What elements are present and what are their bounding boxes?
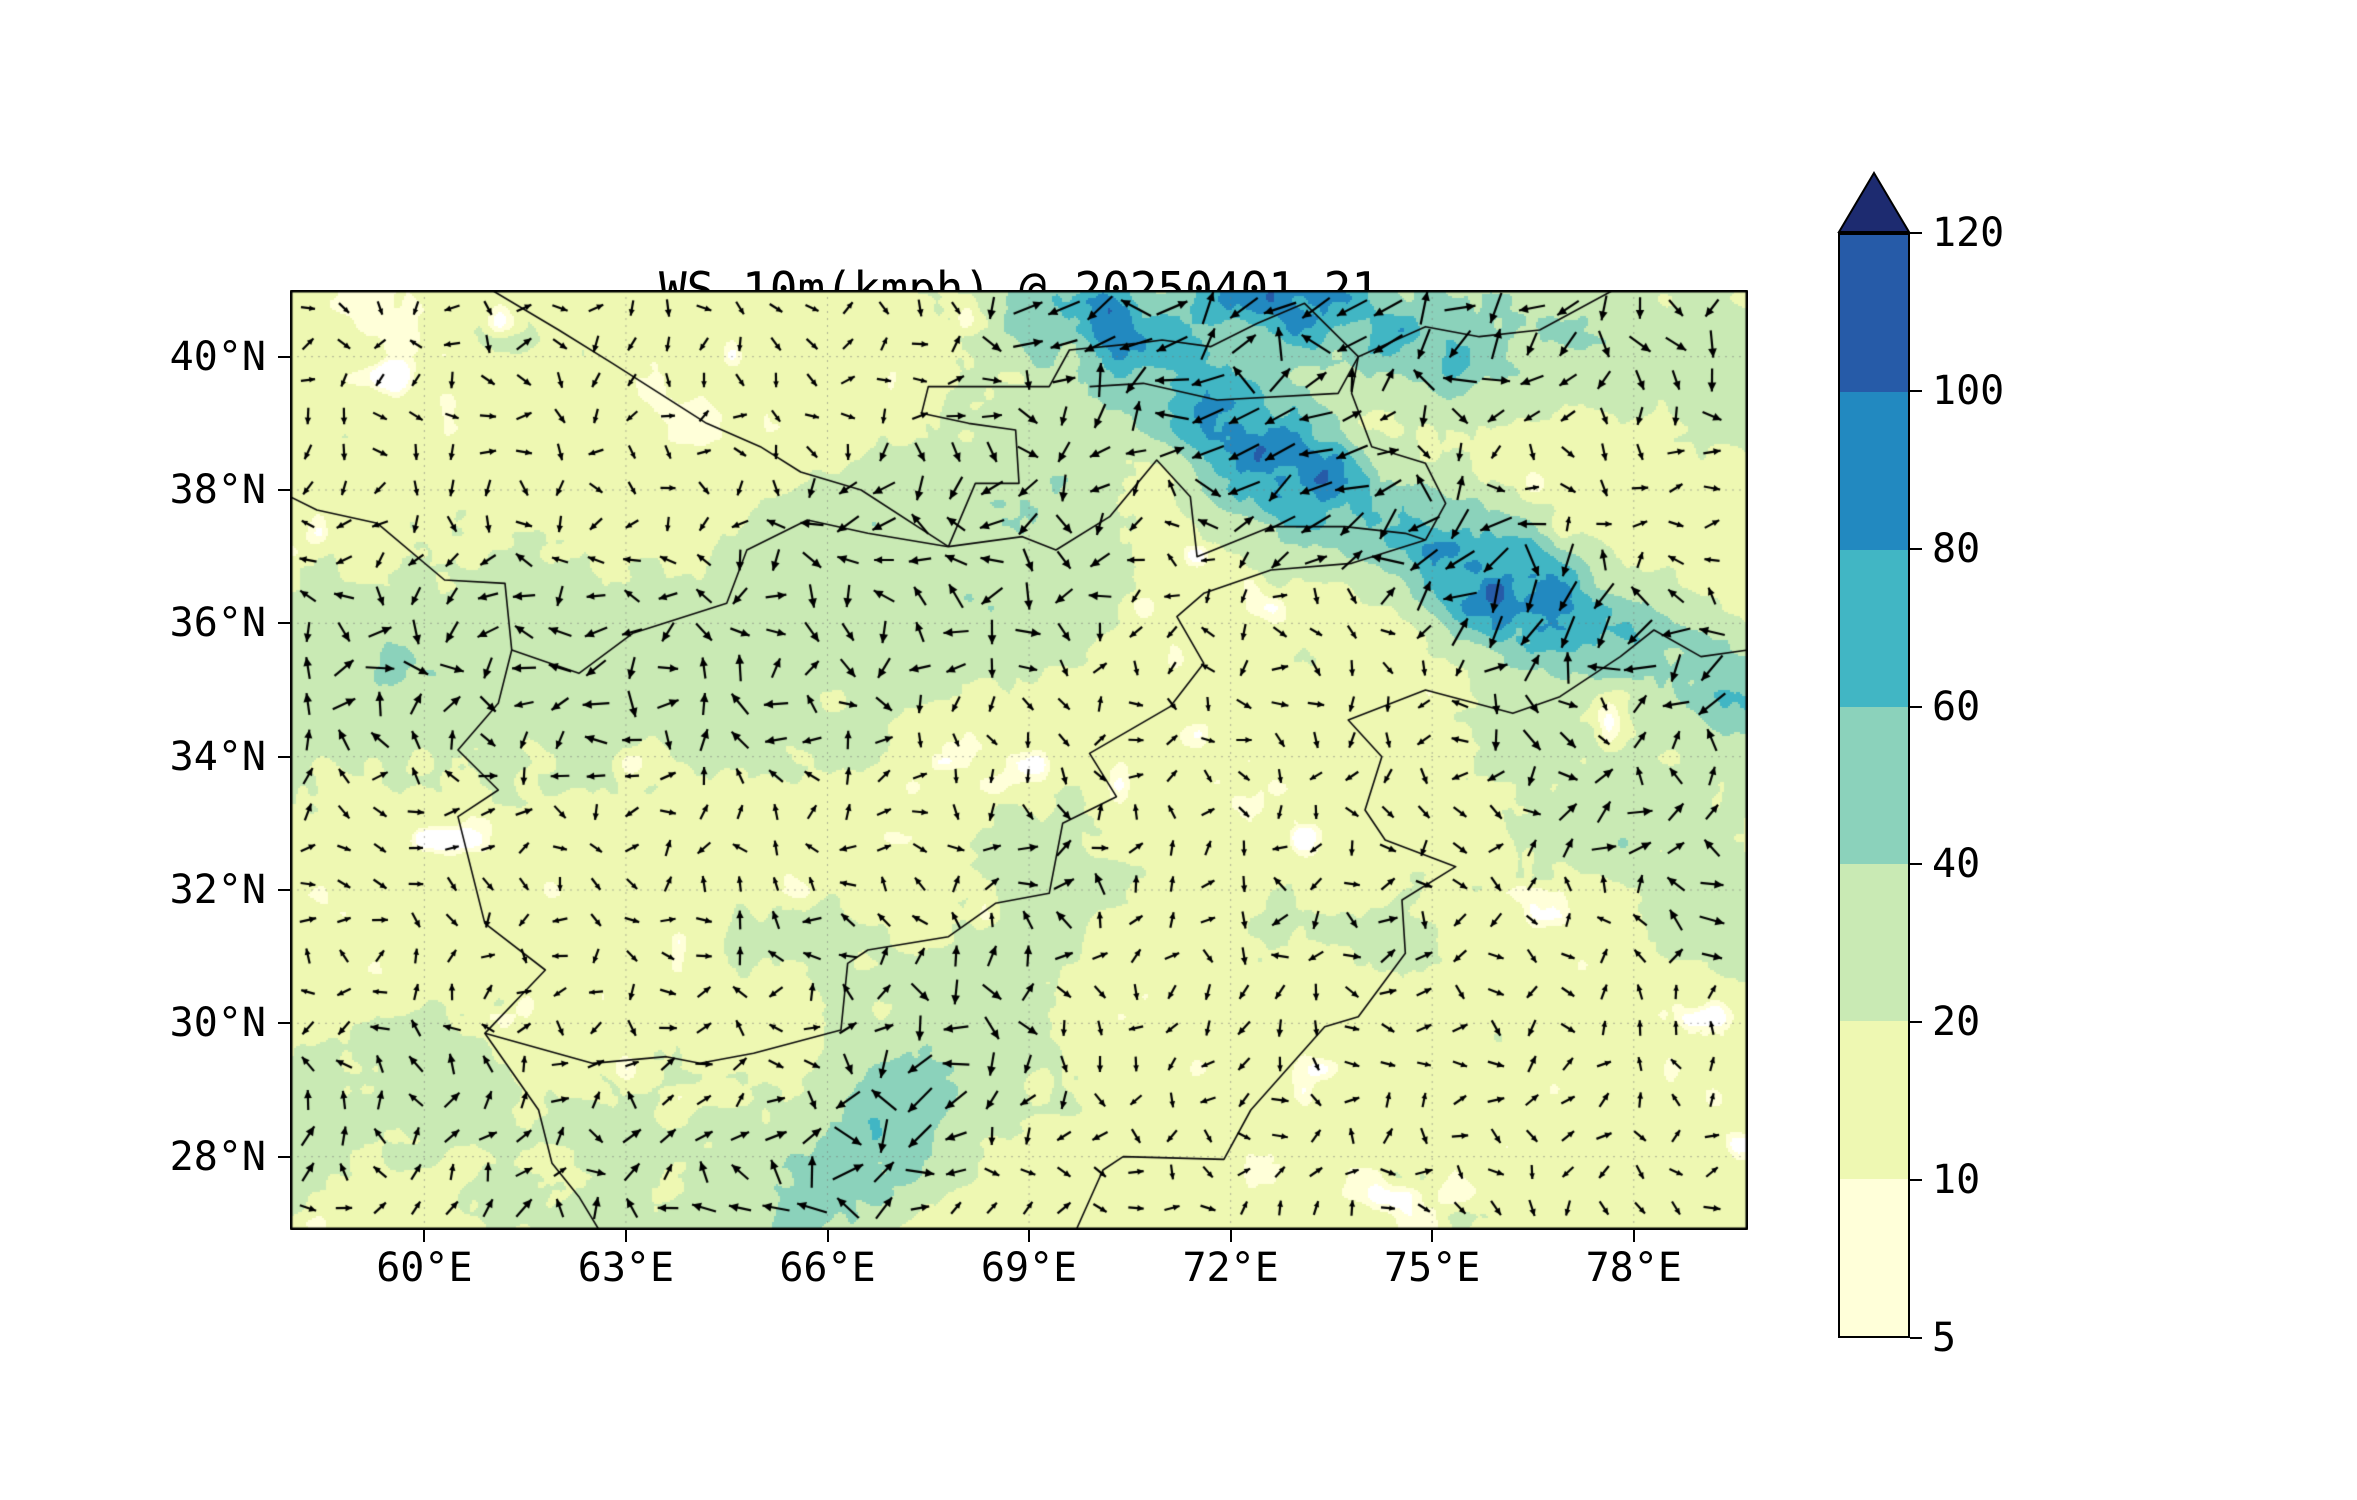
colorbar-tick-label: 40 — [1932, 841, 1981, 888]
y-tick-label: 34°N — [169, 733, 266, 780]
y-tick-label: 38°N — [169, 467, 266, 513]
y-axis-tick-mark — [278, 622, 290, 625]
colorbar-tick-mark — [1910, 1337, 1922, 1339]
x-axis-tick-mark — [1632, 1230, 1635, 1242]
colorbar-tick-mark — [1910, 863, 1922, 866]
x-axis-tick-mark — [1431, 1230, 1434, 1242]
colorbar-segment — [1840, 706, 1908, 865]
y-axis-tick-mark — [278, 355, 290, 358]
colorbar-tick-label: 120 — [1932, 210, 2005, 256]
x-axis-tick-mark — [826, 1230, 829, 1242]
x-tick-label: 66°E — [779, 1245, 876, 1291]
x-tick-label: 72°E — [1182, 1245, 1279, 1291]
x-axis-tick-mark — [423, 1230, 426, 1242]
y-tick-label: 40°N — [169, 333, 266, 380]
colorbar-tick-mark — [1910, 1021, 1922, 1024]
colorbar-extend-arrow-icon — [1837, 171, 1911, 233]
colorbar-tick-label: 100 — [1932, 367, 2005, 414]
colorbar-segment — [1840, 235, 1908, 393]
colorbar-tick-label: 10 — [1932, 1157, 1981, 1204]
colorbar-tick-mark — [1910, 389, 1922, 392]
x-tick-label: 69°E — [980, 1245, 1078, 1291]
y-axis-tick-mark — [278, 1022, 290, 1025]
x-tick-label: 78°E — [1585, 1245, 1682, 1291]
map-canvas — [290, 290, 1748, 1230]
y-axis-tick-mark — [278, 1155, 290, 1158]
colorbar-tick-mark — [1910, 547, 1922, 550]
y-tick-label: 30°N — [169, 1000, 266, 1047]
colorbar-tick-label: 80 — [1932, 525, 1981, 572]
colorbar-segment — [1840, 549, 1908, 707]
y-axis-tick-mark — [278, 889, 290, 891]
x-tick-label: 63°E — [577, 1245, 675, 1291]
colorbar-segment — [1840, 392, 1908, 550]
x-tick-label: 60°E — [376, 1245, 473, 1291]
colorbar-tick-mark — [1910, 705, 1922, 708]
x-axis-tick-mark — [624, 1230, 627, 1242]
y-tick-label: 28°N — [169, 1133, 266, 1180]
colorbar-segment — [1840, 864, 1908, 1022]
x-axis-tick-mark — [1229, 1230, 1232, 1242]
y-axis-tick-mark — [278, 489, 290, 491]
y-tick-label: 36°N — [169, 600, 266, 647]
colorbar — [1838, 233, 1910, 1338]
y-tick-label: 32°N — [169, 867, 266, 913]
colorbar-tick-label: 20 — [1932, 999, 1981, 1046]
colorbar-tick-label: 60 — [1932, 683, 1981, 730]
y-axis-tick-mark — [278, 755, 290, 758]
colorbar-segment — [1840, 1021, 1908, 1179]
colorbar-tick-mark — [1910, 1179, 1922, 1182]
colorbar-segment — [1840, 1178, 1908, 1336]
colorbar-tick-label: 5 — [1932, 1315, 1957, 1361]
colorbar-tick-mark — [1910, 232, 1922, 234]
x-tick-label: 75°E — [1384, 1245, 1481, 1291]
x-axis-tick-mark — [1028, 1230, 1031, 1242]
